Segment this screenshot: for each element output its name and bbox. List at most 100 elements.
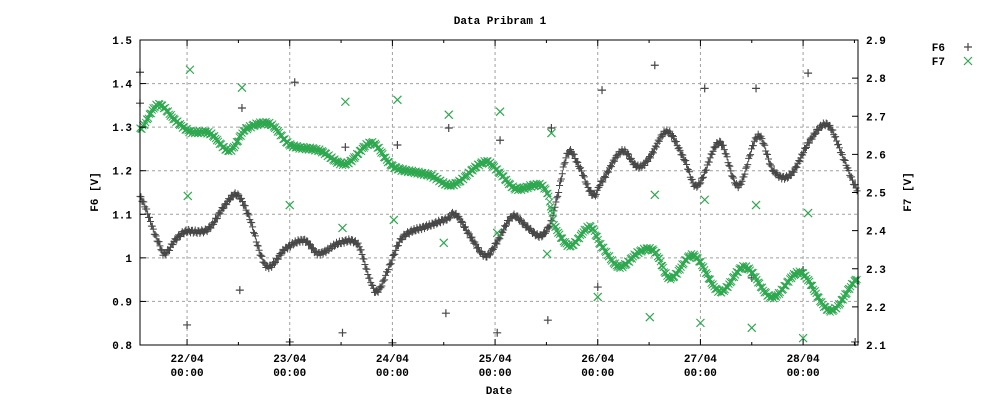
- data-point-f6: [157, 246, 165, 254]
- data-point-f6: [391, 250, 399, 258]
- y-tick-label: 1.2: [112, 167, 132, 179]
- data-point-f6: [148, 222, 156, 230]
- data-point-f6: [655, 137, 663, 145]
- outlier-point-f7: [285, 200, 295, 210]
- data-point-f6: [602, 173, 610, 181]
- data-point-f6: [747, 151, 755, 159]
- data-point-f6: [748, 145, 756, 153]
- x-tick-label-date: 26/04: [581, 354, 614, 366]
- data-point-f6: [583, 180, 591, 188]
- data-point-f6: [253, 241, 261, 249]
- data-point-f6: [761, 141, 769, 149]
- data-point-f6: [647, 154, 655, 162]
- data-point-f7: [853, 275, 861, 284]
- data-point-f7: [699, 262, 708, 271]
- x-tick-label-date: 25/04: [479, 354, 512, 366]
- outlier-point-f7: [338, 223, 347, 233]
- x-tick-label-date: 22/04: [171, 354, 204, 366]
- x-axis-label: Date: [486, 386, 513, 398]
- data-point-f7: [807, 281, 816, 290]
- data-point-f6: [574, 158, 582, 166]
- data-point-f6: [579, 172, 587, 180]
- data-point-f6: [720, 146, 728, 154]
- data-point-f6: [502, 222, 510, 230]
- outlier-point-f6: [290, 78, 299, 87]
- data-point-f6: [741, 170, 749, 178]
- outlier-point-f6: [804, 69, 813, 78]
- data-point-f6: [679, 151, 687, 159]
- outlier-point-f6: [183, 320, 192, 329]
- data-point-f6: [570, 150, 578, 158]
- data-point-f6: [364, 271, 372, 279]
- data-point-f6: [554, 192, 562, 200]
- y-tick-label: 1.4: [112, 80, 132, 92]
- data-point-f7: [659, 263, 668, 272]
- data-point-f6: [556, 181, 564, 189]
- data-point-f6: [709, 147, 717, 155]
- data-point-f6: [274, 255, 282, 263]
- data-point-f7: [303, 143, 312, 152]
- data-point-f6: [561, 159, 569, 167]
- x-tick-label-time: 00:00: [787, 368, 820, 380]
- data-point-f6: [697, 179, 705, 187]
- data-point-f7: [271, 123, 280, 131]
- y2-tick-label: 2.4: [866, 227, 886, 239]
- data-point-f6: [766, 160, 774, 168]
- data-point-f6: [392, 246, 400, 254]
- x-tick-label-time: 00:00: [581, 368, 614, 380]
- data-point-f6: [308, 244, 316, 252]
- outlier-point-f7: [650, 190, 660, 200]
- data-point-f6: [764, 155, 772, 163]
- data-point-f6: [389, 252, 397, 260]
- data-point-f6: [538, 233, 546, 241]
- data-point-f6: [776, 171, 784, 179]
- outlier-point-f6: [752, 84, 761, 93]
- data-point-f6: [738, 177, 746, 185]
- data-point-f7: [751, 272, 760, 281]
- data-point-f6: [742, 164, 750, 172]
- outlier-point-f7: [593, 292, 603, 302]
- outlier-point-f7: [546, 128, 556, 138]
- data-point-f6: [151, 231, 159, 239]
- outlier-point-f6: [700, 84, 709, 93]
- data-point-f6: [202, 226, 210, 234]
- data-point-f6: [258, 252, 266, 260]
- outlier-point-f7: [237, 83, 247, 93]
- data-point-f6: [781, 175, 789, 183]
- data-point-f6: [333, 241, 341, 249]
- data-point-f7: [845, 285, 854, 294]
- data-point-f6: [311, 247, 319, 255]
- data-point-f6: [423, 223, 431, 231]
- y-axis-label: F6 [V]: [90, 172, 102, 212]
- chart-title: Data Pribram 1: [454, 16, 547, 28]
- data-point-f6: [596, 181, 604, 189]
- data-point-f6: [213, 214, 221, 222]
- x-tick-label-date: 23/04: [273, 354, 306, 366]
- data-point-f6: [802, 144, 810, 152]
- data-point-f6: [573, 158, 581, 166]
- data-point-f7: [745, 264, 754, 272]
- data-point-f7: [811, 286, 820, 295]
- data-point-f6: [610, 157, 618, 165]
- data-point-f6: [726, 162, 734, 170]
- data-point-f7: [274, 126, 283, 135]
- data-point-f7: [739, 262, 748, 271]
- data-point-f7: [543, 189, 552, 198]
- data-point-f6: [408, 228, 416, 236]
- data-point-f6: [207, 224, 215, 232]
- data-point-f6: [727, 167, 735, 175]
- data-point-f6: [241, 202, 249, 210]
- outlier-point-f7: [183, 191, 193, 201]
- data-point-f6: [641, 161, 649, 169]
- data-point-f6: [625, 150, 633, 158]
- y-tick-label: 1.3: [112, 123, 132, 135]
- data-point-f7: [709, 280, 717, 288]
- y2-tick-label: 2.7: [866, 112, 886, 124]
- data-point-f6: [555, 189, 563, 197]
- data-point-f6: [152, 232, 160, 240]
- y-tick-label: 1.1: [112, 210, 132, 222]
- outlier-point-f6: [496, 136, 505, 145]
- data-point-f6: [730, 174, 738, 182]
- outlier-point-f7: [542, 249, 552, 259]
- data-point-f6: [446, 214, 454, 222]
